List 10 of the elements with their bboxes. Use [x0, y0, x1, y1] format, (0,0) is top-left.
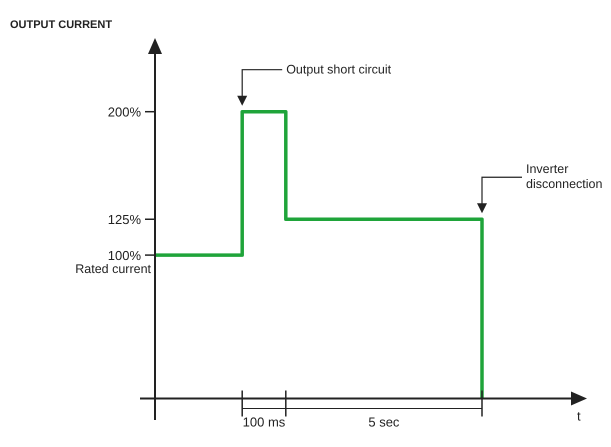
annotation: 100 ms	[242, 414, 286, 430]
text: Inverter disconnection	[526, 162, 602, 192]
annotation: 5 sec	[368, 414, 400, 430]
y-axis-title: OUTPUT CURRENT	[10, 19, 112, 31]
text: t	[577, 408, 581, 424]
y-tick-label: 200%	[108, 104, 142, 120]
y-tick-label: 125%	[108, 212, 142, 228]
y-tick-label: 100%	[108, 248, 142, 264]
annotation: Rated current	[75, 262, 152, 276]
annotation: Output short circuit	[286, 62, 392, 77]
